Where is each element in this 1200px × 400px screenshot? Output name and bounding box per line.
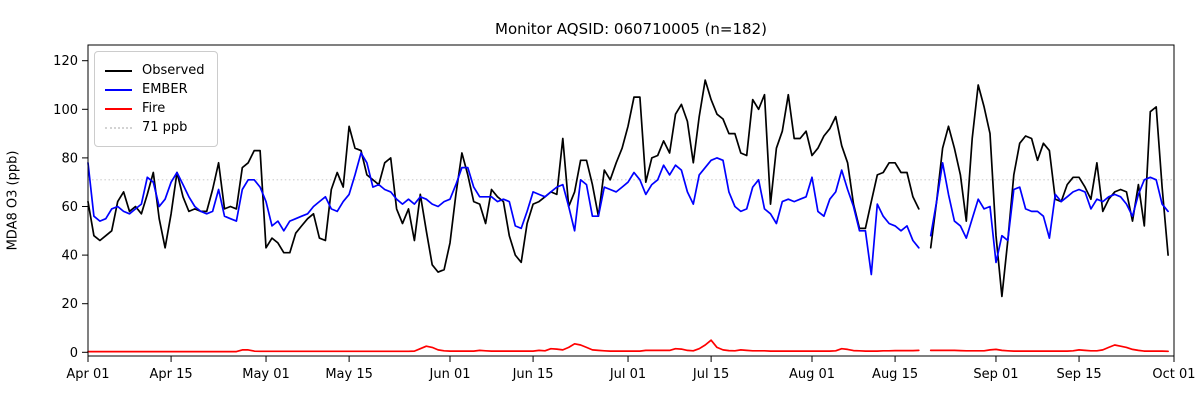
y-tick-label: 20 (61, 297, 78, 312)
y-tick-label: 80 (61, 151, 78, 166)
legend-label: Fire (142, 101, 166, 116)
legend-item-fire: Fire (105, 101, 205, 116)
chart-title: Monitor AQSID: 060710005 (n=182) (495, 20, 767, 38)
legend-line-sample (105, 107, 132, 110)
y-tick-label: 100 (53, 103, 78, 118)
legend-label: 71 ppb (142, 120, 188, 135)
y-tick-label: 60 (61, 200, 78, 215)
legend-item-observed: Observed (105, 63, 205, 78)
series-line-observed (87, 79, 1169, 298)
x-tick-label: Apr 01 (66, 367, 109, 382)
axes-box (87, 44, 1175, 357)
x-tick-label: Aug 01 (789, 367, 835, 382)
legend-label: EMBER (142, 82, 188, 97)
legend-line-sample (105, 126, 132, 129)
x-tick-label: Sep 01 (973, 367, 1018, 382)
x-tick-label: Jun 15 (512, 367, 554, 382)
x-tick-label: Apr 15 (149, 367, 192, 382)
x-tick-label: Aug 15 (872, 367, 918, 382)
legend: Observed EMBER Fire 71 ppb (94, 51, 218, 147)
legend-label: Observed (142, 63, 205, 78)
x-tick-label: May 15 (325, 367, 373, 382)
y-axis-label: MDA8 O3 (ppb) (5, 150, 21, 251)
y-tick-label: 0 (70, 346, 78, 361)
legend-item-71-ppb: 71 ppb (105, 120, 205, 135)
x-tick-label: Jul 15 (692, 367, 729, 382)
series-line-ember (87, 152, 1169, 276)
legend-item-ember: EMBER (105, 82, 205, 97)
x-tick-label: Jul 01 (609, 367, 646, 382)
x-tick-label: Jun 01 (429, 367, 471, 382)
legend-line-sample (105, 69, 132, 72)
y-tick-label: 40 (61, 249, 78, 264)
x-tick-label: May 01 (242, 367, 290, 382)
x-tick-label: Oct 01 (1152, 367, 1195, 382)
series-line-fire (87, 339, 1169, 353)
y-tick-label: 120 (53, 54, 78, 69)
legend-line-sample (105, 88, 132, 91)
x-tick-label: Sep 15 (1056, 367, 1101, 382)
